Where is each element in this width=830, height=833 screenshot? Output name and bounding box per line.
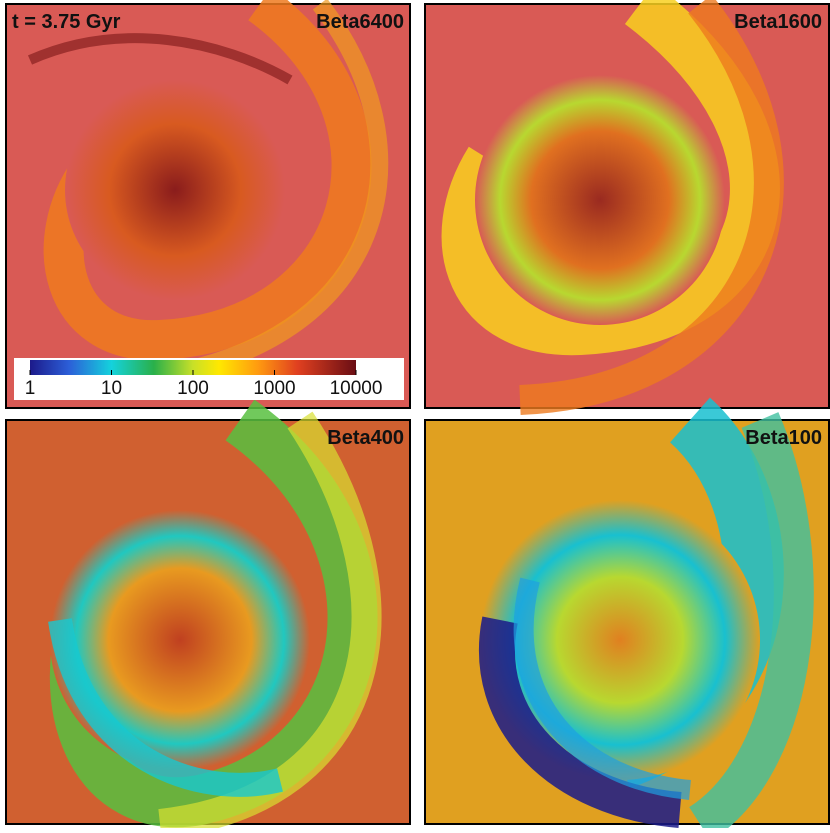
colorbar-tick-label: 10000 xyxy=(330,378,383,399)
panel-label: Beta1600 xyxy=(734,11,822,33)
panel-label: Beta100 xyxy=(745,427,822,449)
panel xyxy=(5,399,411,833)
colorbar-tick-label: 100 xyxy=(177,378,209,399)
time-label: t = 3.75 Gyr xyxy=(12,11,121,33)
colorbar-tick-label: 1000 xyxy=(253,378,295,399)
colorbar-tick-label: 10 xyxy=(101,378,122,399)
colorbar-tick-label: 1 xyxy=(25,378,36,399)
panel-label: Beta400 xyxy=(327,427,404,449)
panel xyxy=(424,0,830,415)
panel xyxy=(424,397,830,833)
panel-label: Beta6400 xyxy=(316,11,404,33)
colorbar: 1 10 100 1000 10000 xyxy=(14,358,404,400)
panel xyxy=(5,0,411,409)
